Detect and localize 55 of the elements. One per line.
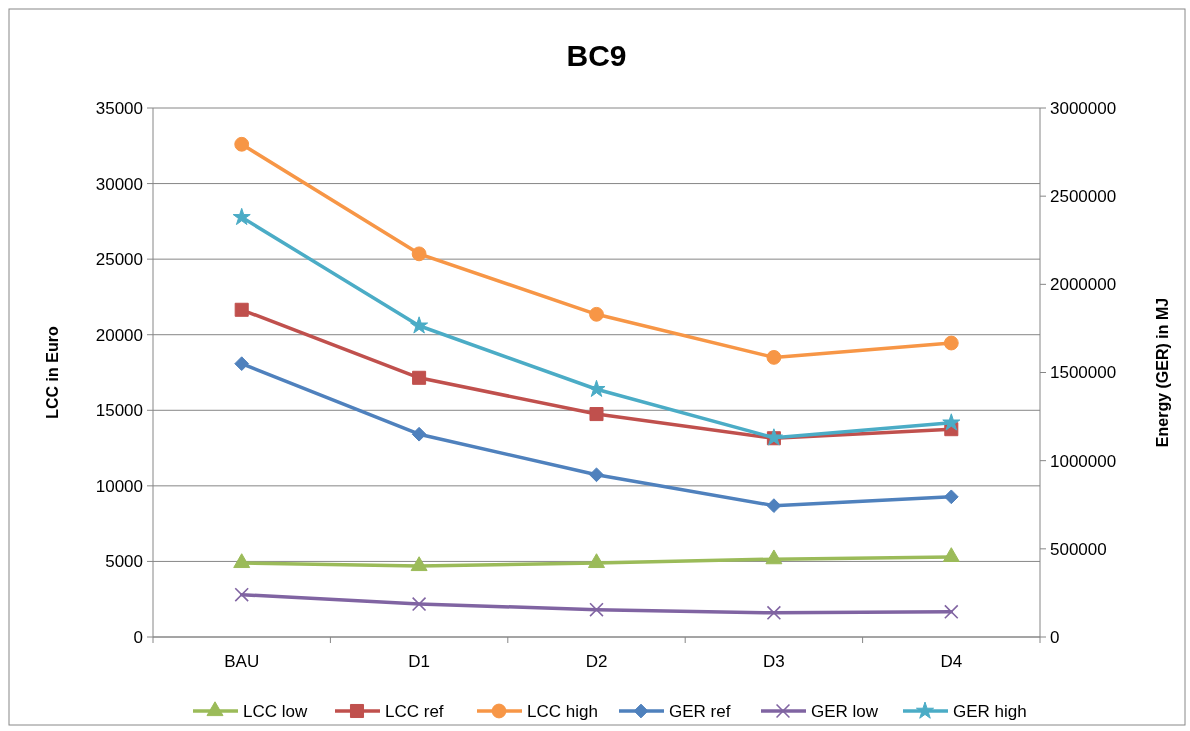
point bbox=[234, 302, 249, 317]
point bbox=[942, 413, 961, 431]
y2-axis-title: Energy (GER) in MJ bbox=[1154, 297, 1171, 448]
x-tick-label: D2 bbox=[585, 652, 608, 671]
point bbox=[234, 356, 250, 372]
y2-tick-label: 3000000 bbox=[1050, 98, 1117, 118]
y2-tick-label: 0 bbox=[1050, 627, 1060, 647]
y2-tick-label: 1500000 bbox=[1050, 363, 1117, 383]
point bbox=[766, 349, 782, 365]
point bbox=[412, 370, 427, 385]
point bbox=[944, 604, 959, 620]
point bbox=[233, 553, 251, 569]
point bbox=[411, 246, 427, 262]
point bbox=[589, 407, 604, 422]
y-tick-label: 10000 bbox=[95, 476, 143, 496]
legend-label: LCC low bbox=[243, 701, 308, 721]
y-axis-title: LCC in Euro bbox=[44, 326, 61, 419]
point bbox=[766, 498, 782, 513]
point bbox=[234, 587, 249, 602]
point bbox=[942, 547, 960, 562]
point bbox=[589, 602, 604, 617]
y-tick-label: 5000 bbox=[105, 552, 143, 572]
y-tick-label: 35000 bbox=[95, 98, 143, 118]
x-tick-label: D1 bbox=[408, 652, 430, 671]
point bbox=[411, 426, 427, 442]
y2-tick-label: 1000000 bbox=[1050, 451, 1117, 471]
legend-label: GER ref bbox=[669, 701, 731, 721]
y2-tick-label: 2000000 bbox=[1050, 275, 1117, 295]
legend-label: GER high bbox=[953, 701, 1027, 721]
point bbox=[234, 136, 250, 152]
x-tick-label: BAU bbox=[224, 652, 260, 671]
y-tick-label: 0 bbox=[133, 627, 143, 647]
point bbox=[232, 207, 251, 226]
y-tick-label: 20000 bbox=[95, 325, 143, 345]
y-tick-label: 30000 bbox=[95, 174, 143, 194]
point bbox=[588, 553, 605, 569]
y2-tick-label: 500000 bbox=[1050, 539, 1107, 559]
point bbox=[589, 467, 604, 483]
chart-title: BC9 bbox=[566, 39, 627, 72]
legend-label: GER low bbox=[811, 701, 879, 721]
y2-tick-label: 2500000 bbox=[1050, 187, 1117, 207]
point bbox=[765, 549, 783, 565]
y-tick-label: 15000 bbox=[95, 401, 143, 421]
y-tick-label: 25000 bbox=[95, 250, 143, 270]
x-tick-label: D4 bbox=[940, 652, 963, 671]
legend-label: LCC ref bbox=[385, 701, 444, 721]
point bbox=[410, 316, 429, 334]
point bbox=[943, 335, 959, 351]
x-tick-label: D3 bbox=[763, 652, 785, 671]
point bbox=[589, 306, 604, 322]
point bbox=[411, 596, 427, 612]
point bbox=[766, 605, 782, 621]
point bbox=[943, 489, 959, 505]
legend-label: LCC high bbox=[527, 701, 598, 721]
point bbox=[410, 556, 428, 572]
